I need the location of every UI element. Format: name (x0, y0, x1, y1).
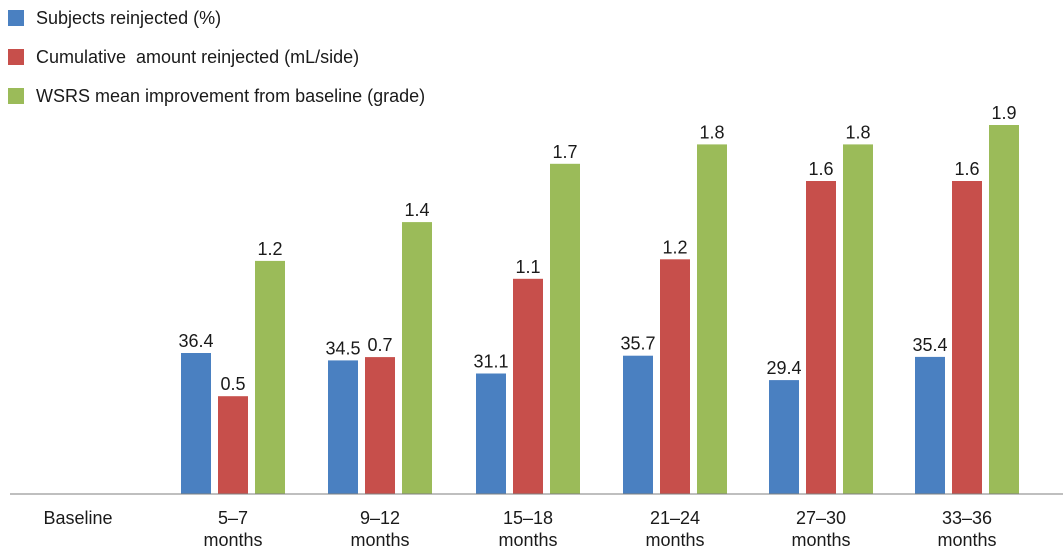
x-tick-label-2-line1: 9–12 (360, 508, 400, 528)
bar-series3-cat2 (402, 222, 432, 494)
x-tick-label-6-line2: months (937, 530, 996, 548)
value-label-series2-cat2: 0.7 (367, 335, 392, 355)
bar-series3-cat1 (255, 260, 285, 494)
x-tick-label-5-line1: 27–30 (796, 508, 846, 528)
x-tick-label-5-line2: months (791, 530, 850, 548)
bar-series1-cat6 (915, 356, 945, 494)
x-tick-label-3-line1: 15–18 (503, 508, 553, 528)
legend: Subjects reinjected (%) Cumulative amount… (8, 8, 425, 106)
legend-label-1: Subjects reinjected (%) (36, 8, 221, 28)
x-tick-label-6-line1: 33–36 (942, 508, 992, 528)
value-label-series3-cat6: 1.9 (991, 103, 1016, 123)
value-label-series3-cat1: 1.2 (257, 239, 282, 259)
bar-series1-cat5 (769, 380, 799, 494)
value-label-series2-cat1: 0.5 (220, 374, 245, 394)
x-tick-label-0-line1: Baseline (43, 508, 112, 528)
value-label-series1-cat6: 35.4 (912, 335, 947, 355)
value-label-series3-cat4: 1.8 (699, 122, 724, 142)
value-label-series1-cat1: 36.4 (178, 331, 213, 351)
value-labels: 36.4 0.5 1.2 34.5 0.7 1.4 31.1 1.1 1.7 35.7 1.2 1.8… (178, 103, 1016, 394)
bar-series2-cat5 (806, 181, 836, 494)
value-label-series3-cat5: 1.8 (845, 122, 870, 142)
legend-label-2: Cumulative amount reinjected (mL/side) (36, 47, 359, 67)
value-label-series2-cat3: 1.1 (515, 257, 540, 277)
bar-series2-cat4 (660, 259, 690, 494)
x-tick-labels: Baseline 5–7 months 9–12 months 15–18 months 21… (43, 508, 996, 548)
bar-series2-cat2 (365, 357, 395, 494)
value-label-series1-cat4: 35.7 (620, 334, 655, 354)
legend-label-3: WSRS mean improvement from baseline (gra… (36, 86, 425, 106)
bar-series2-cat6 (952, 181, 982, 494)
bar-series2-cat1 (218, 396, 248, 494)
value-label-series2-cat6: 1.6 (954, 159, 979, 179)
legend-swatch-3 (8, 88, 24, 104)
legend-swatch-1 (8, 10, 24, 26)
x-tick-label-4-line1: 21–24 (650, 508, 700, 528)
value-label-series3-cat2: 1.4 (404, 200, 429, 220)
x-tick-label-1-line1: 5–7 (218, 508, 248, 528)
x-tick-label-1-line2: months (203, 530, 262, 548)
x-tick-label-3-line2: months (498, 530, 557, 548)
bar-series3-cat6 (989, 125, 1019, 494)
bars (181, 125, 1019, 495)
legend-swatch-2 (8, 49, 24, 65)
bar-series3-cat5 (843, 144, 873, 494)
bar-series1-cat4 (623, 355, 653, 494)
value-label-series2-cat5: 1.6 (808, 159, 833, 179)
value-label-series1-cat5: 29.4 (766, 358, 801, 378)
bar-series3-cat4 (697, 144, 727, 494)
value-label-series3-cat3: 1.7 (552, 142, 577, 162)
x-tick-label-4-line2: months (645, 530, 704, 548)
bar-series3-cat3 (550, 163, 580, 495)
bar-series2-cat3 (513, 278, 543, 494)
value-label-series1-cat3: 31.1 (473, 352, 508, 372)
bar-series1-cat2 (328, 360, 358, 494)
x-tick-label-2-line2: months (350, 530, 409, 548)
bar-series1-cat1 (181, 353, 211, 494)
value-label-series2-cat4: 1.2 (662, 237, 687, 257)
value-label-series1-cat2: 34.5 (325, 338, 360, 358)
bar-series1-cat3 (476, 373, 506, 494)
